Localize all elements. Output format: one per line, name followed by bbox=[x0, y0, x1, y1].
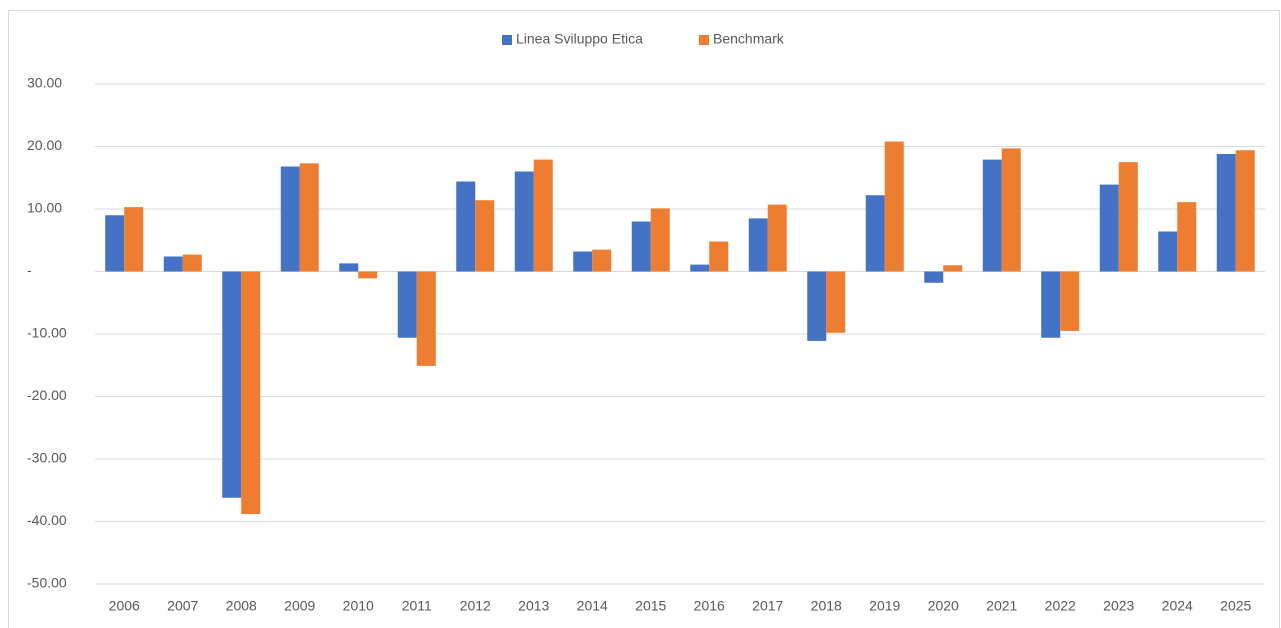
legend-swatch bbox=[699, 35, 709, 45]
bar bbox=[807, 271, 827, 341]
bar bbox=[631, 221, 651, 272]
bar bbox=[865, 195, 885, 272]
x-tick-label: 2016 bbox=[694, 598, 725, 614]
x-tick-label: 2011 bbox=[402, 598, 432, 614]
y-tick-label: 20.00 bbox=[27, 137, 62, 153]
x-tick-label: 2006 bbox=[109, 598, 140, 614]
bar bbox=[690, 264, 710, 272]
x-tick-label: 2021 bbox=[986, 598, 1017, 614]
bar bbox=[1158, 231, 1178, 272]
y-tick-label: -20.00 bbox=[27, 387, 67, 403]
x-tick-label: 2014 bbox=[577, 598, 608, 614]
y-tick-label: -10.00 bbox=[27, 325, 67, 341]
x-tick-label: 2012 bbox=[460, 598, 491, 614]
x-tick-label: 2023 bbox=[1103, 598, 1134, 614]
bar bbox=[924, 271, 944, 283]
bar bbox=[709, 241, 729, 272]
bar bbox=[1216, 154, 1236, 272]
legend-label: Linea Sviluppo Etica bbox=[516, 31, 643, 47]
x-tick-label: 2009 bbox=[284, 598, 315, 614]
x-tick-label: 2013 bbox=[518, 598, 549, 614]
legend-label: Benchmark bbox=[713, 31, 785, 47]
x-tick-label: 2020 bbox=[928, 598, 959, 614]
x-tick-label: 2017 bbox=[752, 598, 783, 614]
bar bbox=[573, 251, 593, 272]
x-tick-label: 2010 bbox=[343, 598, 374, 614]
bar bbox=[358, 271, 378, 279]
legend-swatch bbox=[502, 35, 512, 45]
bar bbox=[943, 265, 963, 272]
bar bbox=[1001, 148, 1021, 272]
x-tick-label: 2018 bbox=[811, 598, 842, 614]
bar bbox=[748, 218, 768, 272]
y-tick-label: -50.00 bbox=[27, 575, 67, 591]
y-tick-label: - bbox=[27, 262, 32, 278]
y-tick-label: 30.00 bbox=[27, 75, 62, 91]
bar bbox=[767, 204, 787, 272]
x-tick-label: 2024 bbox=[1162, 598, 1193, 614]
bar bbox=[1060, 271, 1080, 331]
x-tick-label: 2015 bbox=[635, 598, 666, 614]
bar bbox=[1177, 202, 1197, 272]
bar bbox=[124, 207, 144, 272]
y-tick-label: -30.00 bbox=[27, 450, 67, 466]
bar bbox=[241, 271, 261, 514]
bar bbox=[339, 263, 359, 272]
bar bbox=[1099, 184, 1119, 272]
bar bbox=[475, 200, 495, 272]
chart-frame bbox=[8, 10, 1280, 628]
bar bbox=[1041, 271, 1061, 338]
x-tick-label: 2008 bbox=[226, 598, 257, 614]
bar bbox=[514, 171, 534, 272]
bar bbox=[299, 163, 319, 272]
bar bbox=[982, 159, 1002, 272]
bar bbox=[397, 271, 417, 338]
bar bbox=[592, 249, 612, 272]
bar bbox=[826, 271, 846, 333]
x-tick-label: 2019 bbox=[869, 598, 900, 614]
y-tick-label: -40.00 bbox=[27, 512, 67, 528]
bar bbox=[1235, 150, 1255, 272]
bar bbox=[182, 254, 202, 272]
y-tick-label: 10.00 bbox=[27, 200, 62, 216]
bar bbox=[163, 256, 183, 272]
bar bbox=[456, 181, 476, 272]
x-tick-label: 2022 bbox=[1045, 598, 1076, 614]
bar bbox=[884, 141, 904, 272]
x-tick-label: 2025 bbox=[1220, 598, 1251, 614]
bar bbox=[105, 215, 125, 272]
bar bbox=[280, 166, 300, 272]
bar bbox=[222, 271, 242, 498]
x-tick-label: 2007 bbox=[167, 598, 198, 614]
bar bbox=[533, 159, 553, 272]
bar bbox=[1118, 162, 1138, 272]
bar bbox=[650, 208, 670, 272]
bar bbox=[416, 271, 436, 366]
